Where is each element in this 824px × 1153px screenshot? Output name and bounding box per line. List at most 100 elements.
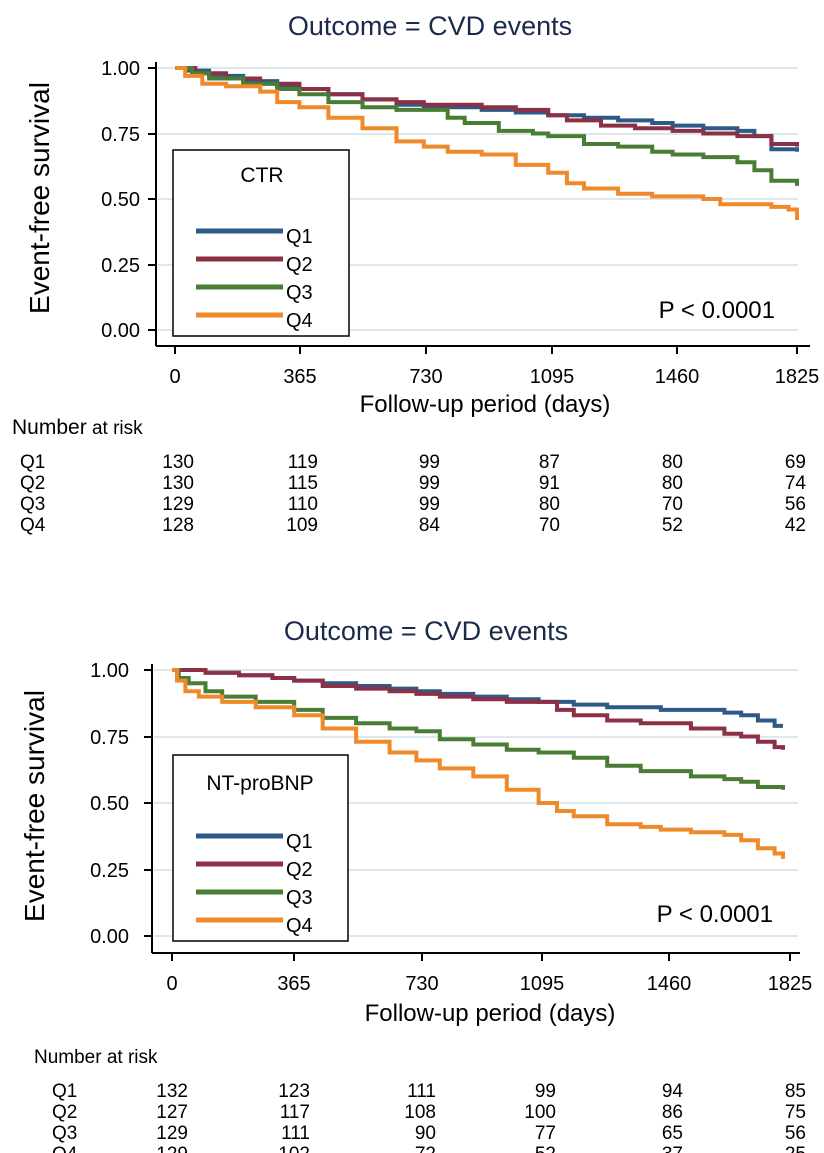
panel-2-risk-table: Number at risk Q1 132 123 111 99 94 85 Q2 127 117… (34, 1047, 806, 1153)
panel-1-risk-cell: 70 (539, 515, 560, 536)
panel-1-risk-cell: 128 (162, 515, 194, 536)
panel-2-risk-cell: 108 (404, 1102, 436, 1123)
panel-1-risk-row-label: Q2 (20, 473, 45, 494)
panel-2-risk-cell: 123 (278, 1081, 310, 1102)
panel-1-risk-row-label: Q3 (20, 494, 45, 515)
panel-2-y-tick-label: 0.25 (90, 860, 129, 882)
panel-2-x-ticks: 0 365 730 1095 1460 1825 (166, 953, 812, 995)
panel-2-series-Q3-curve (172, 668, 785, 790)
panel-2-x-tick-label: 1825 (768, 973, 813, 995)
panel-1-x-ticks: 0 365 730 1095 1460 1825 (169, 346, 819, 388)
panel-2-title: Outcome = CVD events (284, 616, 568, 646)
panel-2-risk-cell: 75 (785, 1102, 806, 1123)
panel-2-risk-cell: 94 (662, 1081, 684, 1102)
panel-2-risk-cell: 100 (524, 1102, 556, 1123)
panel-1-legend-title: CTR (240, 164, 283, 187)
panel-1-risk-cell: 84 (419, 515, 441, 536)
panel-2-legend-label-Q3: Q3 (286, 887, 313, 909)
panel-1-risk-table-header: Number at risk (12, 416, 143, 439)
panel-1-risk-table: Number at risk Q1 130 119 99 87 80 69 Q2 130 115 9… (12, 416, 806, 536)
panel-1-title: Outcome = CVD events (288, 11, 572, 41)
panel-2-series-Q4-curve (172, 668, 785, 859)
panel-1-risk-cell: 130 (162, 473, 194, 494)
panel-2-x-tick-label: 730 (405, 973, 438, 995)
panel-2-risk-cell: 127 (156, 1102, 188, 1123)
panel-1-risk-cell: 91 (539, 473, 560, 494)
panel-1-risk-cell: 99 (419, 473, 440, 494)
panel-2-risk-cell: 99 (535, 1081, 556, 1102)
panel-2-p-value: P < 0.0001 (657, 901, 773, 928)
panel-2-y-tick-label: 1.00 (90, 660, 129, 682)
panel-2-risk-row-label: Q1 (52, 1081, 77, 1102)
panel-2-curves (172, 668, 785, 859)
panel-1-risk-cell: 80 (662, 473, 683, 494)
panel-2-risk-rows: Q1 132 123 111 99 94 85 Q2 127 117 108 100 86 75 Q3 129… (52, 1081, 806, 1153)
panel-2-risk-cell: 65 (662, 1123, 683, 1144)
panel-1-risk-cell: 74 (785, 473, 807, 494)
panel-2-risk-table-header: Number at risk (34, 1047, 158, 1068)
panel-1-p-value: P < 0.0001 (659, 297, 775, 324)
panel-1-series-Q2-curve (175, 66, 799, 147)
panel-2-risk-cell: 132 (156, 1081, 188, 1102)
panel-1-series-Q4-curve (175, 66, 799, 220)
panel-1-y-axis-label: Event-free survival (24, 82, 55, 314)
panel-2-y-tick-label: 0.00 (90, 926, 129, 948)
panel-2-legend-label-Q2: Q2 (286, 859, 313, 881)
panel-1-risk-cell: 129 (162, 494, 194, 515)
panel-2: Outcome = CVD events Event-free survival… (19, 616, 812, 1153)
panel-1-legend-label-Q4: Q4 (286, 310, 313, 332)
panel-1-x-tick-label: 0 (169, 366, 180, 388)
panel-2-risk-cell: 85 (785, 1081, 806, 1102)
panel-2-x-tick-label: 1095 (520, 973, 565, 995)
panel-1-y-tick-label: 0.75 (101, 124, 140, 146)
panel-1-risk-cell: 110 (288, 494, 318, 515)
panel-1-risk-cell: 52 (662, 515, 683, 536)
panel-2-risk-cell: 129 (156, 1144, 188, 1153)
panel-1-x-tick-label: 1825 (775, 366, 820, 388)
panel-2-risk-cell: 77 (535, 1123, 556, 1144)
panel-1-risk-cell: 99 (419, 494, 440, 515)
panel-1-curves (175, 66, 799, 220)
panel-2-y-axis-label: Event-free survival (19, 690, 50, 922)
panel-2-risk-row-label: Q2 (52, 1102, 77, 1123)
panel-2-legend-label-Q4: Q4 (286, 915, 313, 937)
panel-1-legend: CTR Q1 Q2 Q3 Q4 (172, 149, 350, 337)
panel-2-legend: NT-proBNP Q1 Q2 Q3 Q4 (172, 754, 349, 942)
panel-1-y-tick-label: 0.25 (101, 255, 140, 277)
panel-2-risk-cell: 37 (662, 1144, 683, 1153)
panel-1-risk-cell: 109 (286, 515, 318, 536)
panel-2-risk-cell: 129 (156, 1123, 188, 1144)
panel-2-y-ticks: 1.00 0.75 0.50 0.25 0.00 (90, 660, 152, 948)
panel-1-y-tick-label: 1.00 (101, 58, 140, 80)
panel-2-x-tick-label: 0 (166, 973, 177, 995)
panel-2-risk-cell: 25 (785, 1144, 806, 1153)
panel-1-risk-cell: 99 (419, 452, 440, 473)
panel-2-x-axis-label: Follow-up period (days) (365, 1000, 616, 1027)
panel-1-x-tick-label: 730 (409, 366, 442, 388)
panel-2-x-tick-label: 1460 (647, 973, 692, 995)
panel-1-risk-cell: 42 (785, 515, 806, 536)
panel-1-series-Q1-curve (175, 66, 799, 152)
panel-1-risk-cell: 119 (288, 452, 318, 473)
panel-1-risk-cell: 70 (662, 494, 683, 515)
panel-2-legend-label-Q1: Q1 (286, 831, 313, 853)
panel-2-risk-cell: 56 (785, 1123, 806, 1144)
panel-2-y-tick-label: 0.50 (90, 793, 129, 815)
panel-2-risk-row-label: Q4 (52, 1144, 78, 1153)
panel-2-risk-cell: 111 (281, 1123, 310, 1144)
panel-2-risk-cell: 72 (415, 1144, 436, 1153)
panel-1-risk-cell: 69 (785, 452, 806, 473)
panel-1-x-axis-label: Follow-up period (days) (360, 391, 611, 418)
panel-1-series-Q3-curve (175, 66, 799, 186)
panel-1-risk-row-label: Q4 (20, 515, 46, 536)
panel-2-x-tick-label: 365 (277, 973, 310, 995)
panel-1-legend-label-Q1: Q1 (286, 226, 313, 248)
panel-2-risk-cell: 111 (407, 1081, 436, 1102)
panel-2-risk-cell: 52 (535, 1144, 556, 1153)
panel-1-y-tick-label: 0.50 (101, 189, 140, 211)
panel-1-legend-label-Q3: Q3 (286, 282, 313, 304)
panel-2-risk-cell: 102 (278, 1144, 310, 1153)
panel-1-legend-box (172, 149, 350, 337)
